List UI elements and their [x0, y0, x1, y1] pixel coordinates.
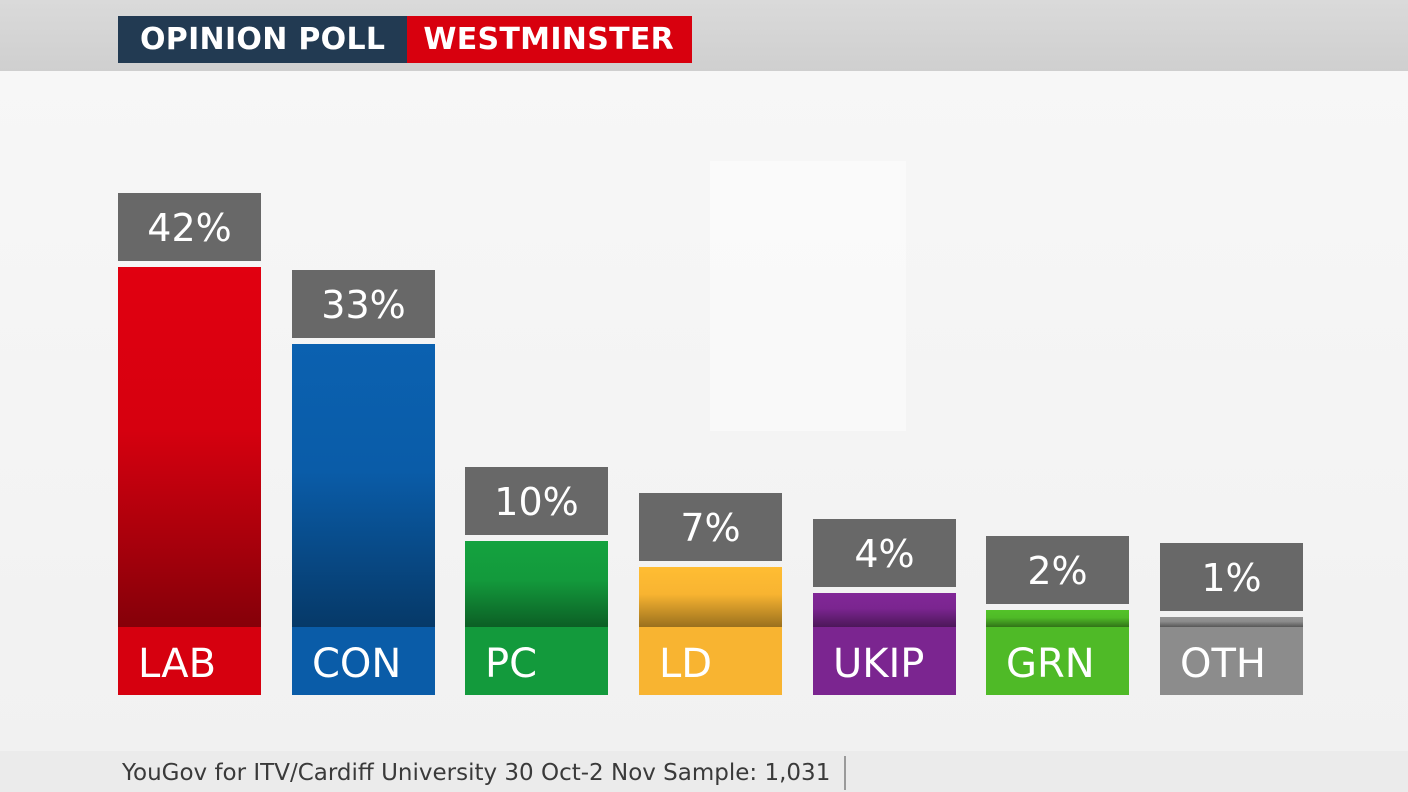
title-bar: OPINION POLL WESTMINSTER — [118, 16, 693, 63]
bar-fill-pc — [465, 541, 608, 627]
value-label-pc: 10% — [465, 467, 608, 535]
bar-fill-con — [292, 344, 435, 627]
bar-fill-grn — [986, 610, 1129, 627]
value-label-oth: 1% — [1160, 543, 1303, 611]
bar-fill-ukip — [813, 593, 956, 627]
value-label-con: 33% — [292, 270, 435, 338]
category-label-ld: LD — [639, 627, 782, 695]
bar-fill-oth — [1160, 617, 1303, 627]
category-label-ukip: UKIP — [813, 627, 956, 695]
category-label-con: CON — [292, 627, 435, 695]
poll-category-label: OPINION POLL — [118, 16, 408, 63]
value-label-grn: 2% — [986, 536, 1129, 604]
poll-region-label: WESTMINSTER — [407, 16, 693, 63]
bar-fill-ld — [639, 567, 782, 627]
poll-source-text: YouGov for ITV/Cardiff University 30 Oct… — [122, 756, 847, 790]
category-label-oth: OTH — [1160, 627, 1303, 695]
panel-highlight — [710, 161, 906, 431]
category-label-grn: GRN — [986, 627, 1129, 695]
value-label-lab: 42% — [118, 193, 261, 261]
bar-fill-lab — [118, 267, 261, 627]
category-label-lab: LAB — [118, 627, 261, 695]
value-label-ukip: 4% — [813, 519, 956, 587]
value-label-ld: 7% — [639, 493, 782, 561]
category-label-pc: PC — [465, 627, 608, 695]
footer-band — [0, 751, 1408, 792]
